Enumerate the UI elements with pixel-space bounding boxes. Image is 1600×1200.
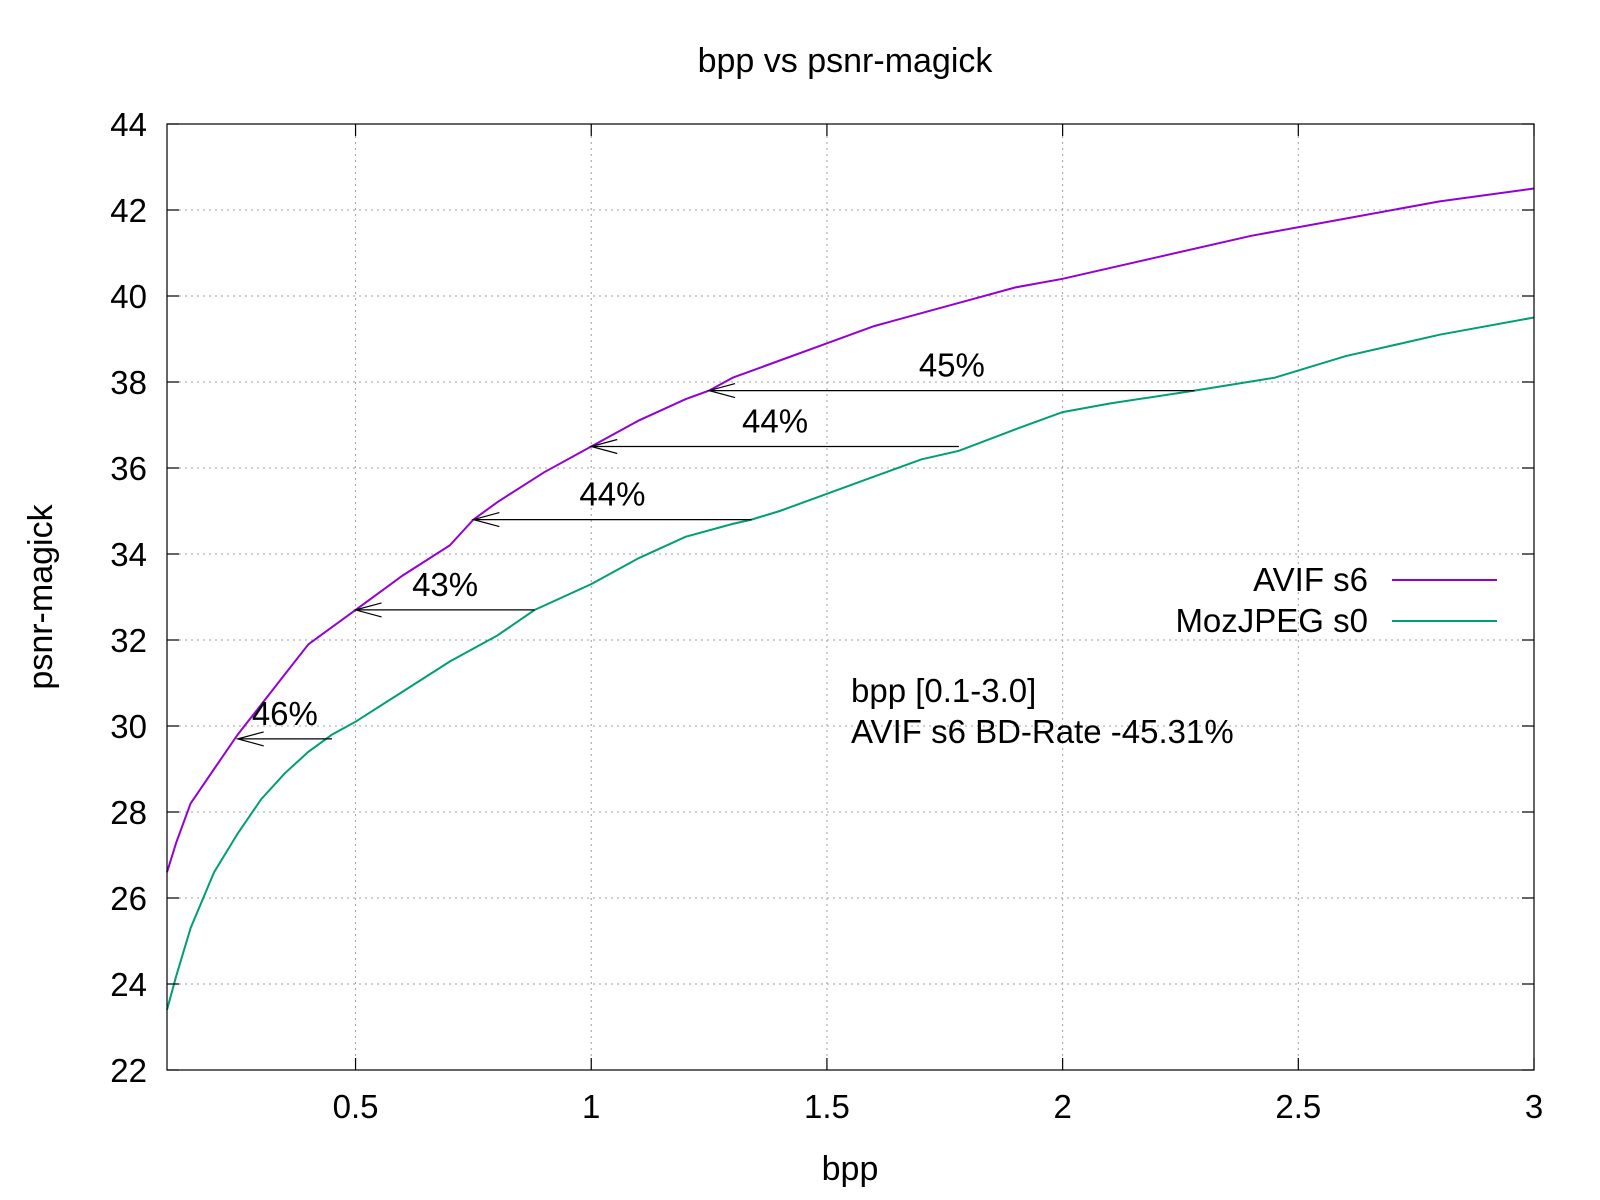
y-tick-label: 32 [110, 622, 147, 659]
x-tick-label: 0.5 [333, 1088, 379, 1125]
y-tick-label: 42 [110, 192, 147, 229]
series-lines [166, 187, 1535, 1011]
series-line-mozjpeg-s0 [166, 316, 1535, 1011]
y-tick-label: 22 [110, 1052, 147, 1089]
chart-title: bpp vs psnr-magick [698, 42, 994, 80]
y-tick-label: 40 [110, 278, 147, 315]
x-tick-label: 1.5 [804, 1088, 850, 1125]
annotation-arrowhead [353, 602, 382, 618]
y-tick-label: 28 [110, 794, 147, 831]
x-tick-label: 3 [1525, 1088, 1543, 1125]
y-tick-label: 24 [110, 966, 147, 1003]
annotation-label: 43% [412, 566, 478, 603]
y-axis-label: psnr-magick [22, 503, 60, 689]
x-axis-label: bpp [822, 1150, 879, 1188]
annotation-label: 45% [919, 347, 985, 384]
y-tick-label: 44 [110, 106, 147, 143]
annotation-label: 46% [252, 695, 318, 732]
info-text: bpp [0.1-3.0] AVIF s6 BD-Rate -45.31% [851, 672, 1234, 750]
legend-label: AVIF s6 [1253, 561, 1368, 598]
x-tick-label: 2.5 [1275, 1088, 1321, 1125]
y-tick-label: 26 [110, 880, 147, 917]
x-tick-label: 1 [582, 1088, 600, 1125]
annotation-arrowhead [235, 731, 264, 747]
annotation-arrowhead [471, 512, 500, 528]
series-line-avif-s6 [166, 187, 1535, 873]
grid [167, 124, 1534, 1070]
y-tick-label: 36 [110, 450, 147, 487]
info-text-range: bpp [0.1-3.0] [851, 672, 1036, 709]
y-tick-label: 38 [110, 364, 147, 401]
axis-ticks: 22 24 26 28 30 32 34 36 38 40 42 44 0.5 1 1.5 2 2.5 3 [110, 106, 1543, 1125]
y-tick-label: 34 [110, 536, 147, 573]
legend-label: MozJPEG s0 [1175, 602, 1368, 639]
annotation-arrowhead [588, 438, 618, 455]
y-tick-label: 30 [110, 708, 147, 745]
legend: AVIF s6 MozJPEG s0 [1175, 561, 1497, 639]
plot-frame [166, 123, 1535, 1071]
annotation-label: 44% [742, 403, 808, 440]
info-text-bd-rate: AVIF s6 BD-Rate -45.31% [851, 713, 1234, 750]
annotation-arrowhead [706, 383, 736, 399]
annotations: 46% 43% 44% 44% 45% [235, 347, 1195, 747]
annotation-label: 44% [579, 476, 645, 513]
x-tick-label: 2 [1053, 1088, 1071, 1125]
